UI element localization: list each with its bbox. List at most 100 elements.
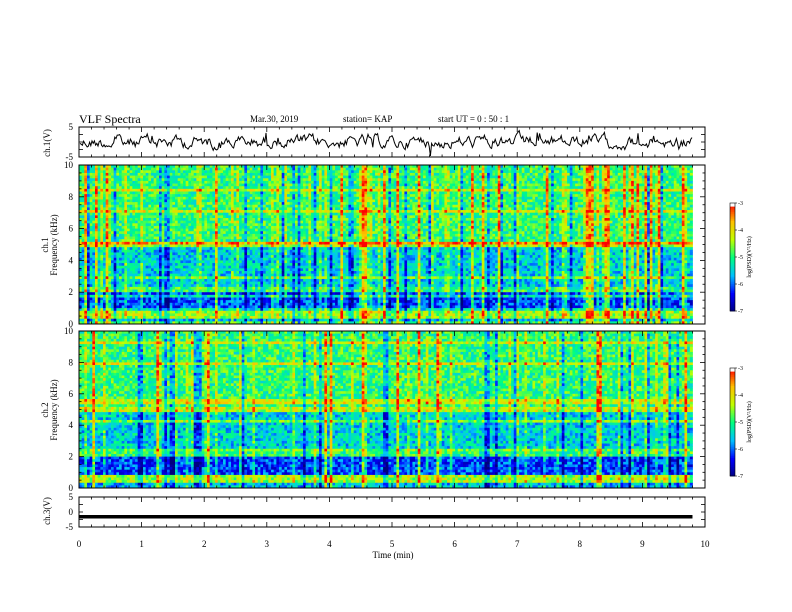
spec1-cell bbox=[183, 184, 186, 187]
spec1-cell bbox=[167, 300, 170, 303]
spec1-cell bbox=[287, 292, 290, 295]
spec1-cell bbox=[159, 295, 162, 298]
spec1-cell bbox=[287, 308, 290, 311]
spec1-cell bbox=[250, 239, 253, 242]
spec1-cell bbox=[114, 271, 117, 274]
spec1-cell bbox=[247, 279, 250, 282]
spec1-cell bbox=[119, 192, 122, 195]
spec1-cell bbox=[255, 319, 258, 322]
spec1-cell bbox=[183, 266, 186, 269]
spec1-cell bbox=[122, 215, 125, 218]
spec1-cell bbox=[276, 284, 279, 287]
spec1-cell bbox=[114, 210, 117, 213]
spec1-cell bbox=[242, 266, 245, 269]
spec1-cell bbox=[103, 284, 106, 287]
spec1-cell bbox=[111, 221, 114, 224]
spec1-cell bbox=[148, 274, 151, 277]
spec1-cell bbox=[127, 194, 130, 197]
spec1-cell bbox=[82, 202, 85, 205]
spec1-cell bbox=[274, 168, 277, 171]
spec1-cell bbox=[266, 210, 269, 213]
spec1-cell bbox=[159, 197, 162, 200]
spec1-cell bbox=[100, 231, 103, 234]
spec1-cell bbox=[84, 168, 87, 171]
spec1-cell bbox=[108, 205, 111, 208]
spec1-cell bbox=[287, 298, 290, 301]
spec1-cell bbox=[228, 239, 231, 242]
spec1-cell bbox=[258, 305, 261, 308]
spec1-cell bbox=[236, 292, 239, 295]
spec1-cell bbox=[279, 266, 282, 269]
spec1-cell bbox=[175, 276, 178, 279]
spec1-cell bbox=[178, 303, 181, 306]
spec1-cell bbox=[154, 207, 157, 210]
spec1-cell bbox=[92, 192, 95, 195]
spec1-cell bbox=[196, 279, 199, 282]
spec1-cell bbox=[100, 282, 103, 285]
spec1-cell bbox=[159, 290, 162, 293]
spec1-cell bbox=[242, 213, 245, 216]
spec1-cell bbox=[255, 308, 258, 311]
spec1-cell bbox=[82, 260, 85, 263]
spec1-cell bbox=[116, 231, 119, 234]
spec1-cell bbox=[103, 226, 106, 229]
spec1-cell bbox=[175, 316, 178, 319]
spec1-cell bbox=[255, 215, 258, 218]
spec1-cell bbox=[250, 205, 253, 208]
spec1-cell bbox=[202, 218, 205, 221]
spec1-cell bbox=[98, 229, 101, 232]
spec1-cell bbox=[250, 313, 253, 316]
spec1-cell bbox=[154, 213, 157, 216]
spec1-cell bbox=[258, 178, 261, 181]
spec1-cell bbox=[124, 210, 127, 213]
spec1-cell bbox=[114, 194, 117, 197]
spec1-cell bbox=[119, 295, 122, 298]
spec1-cell bbox=[116, 319, 119, 322]
spec1-cell bbox=[228, 229, 231, 232]
spec1-cell bbox=[130, 192, 133, 195]
spec1-cell bbox=[175, 176, 178, 179]
spec1-cell bbox=[276, 290, 279, 293]
spec1-cell bbox=[172, 284, 175, 287]
spec1-cell bbox=[292, 319, 295, 322]
spec1-cell bbox=[148, 252, 151, 255]
spec1-cell bbox=[156, 316, 159, 319]
spec1-cell bbox=[172, 247, 175, 250]
spec1-cell bbox=[140, 213, 143, 216]
spec1-cell bbox=[172, 305, 175, 308]
spec1-cell bbox=[220, 247, 223, 250]
spec1-cell bbox=[266, 207, 269, 210]
spec1-cell bbox=[111, 213, 114, 216]
spec1-cell bbox=[122, 245, 125, 248]
spec1-cell bbox=[100, 234, 103, 237]
spec1-cell bbox=[266, 229, 269, 232]
spec1-cell bbox=[100, 292, 103, 295]
spec1-cell bbox=[188, 170, 191, 173]
spec1-cell bbox=[242, 268, 245, 271]
spec1-cell bbox=[124, 298, 127, 301]
spec1-cell bbox=[172, 258, 175, 261]
spec1-cell bbox=[180, 252, 183, 255]
spec1-cell bbox=[156, 255, 159, 258]
spec1-cell bbox=[90, 298, 93, 301]
spec1-cell bbox=[162, 319, 165, 322]
spec1-cell bbox=[84, 311, 87, 314]
spec1-cell bbox=[170, 205, 173, 208]
spec1-cell bbox=[191, 176, 194, 179]
spec1-cell bbox=[220, 239, 223, 242]
spec1-cell bbox=[244, 245, 247, 248]
spec1-cell bbox=[167, 258, 170, 261]
spec1-cell bbox=[148, 186, 151, 189]
spec1-cell bbox=[87, 186, 90, 189]
spec1-cell bbox=[199, 245, 202, 248]
spec1-cell bbox=[138, 252, 141, 255]
spec1-cell bbox=[111, 266, 114, 269]
spec1-cell bbox=[196, 181, 199, 184]
spec1-cell bbox=[172, 207, 175, 210]
spec1-cell bbox=[236, 252, 239, 255]
spec1-cell bbox=[132, 218, 135, 221]
spec1-cell bbox=[236, 181, 239, 184]
spec1-cell bbox=[170, 250, 173, 253]
spec1-cell bbox=[263, 202, 266, 205]
spec1-cell bbox=[114, 255, 117, 258]
